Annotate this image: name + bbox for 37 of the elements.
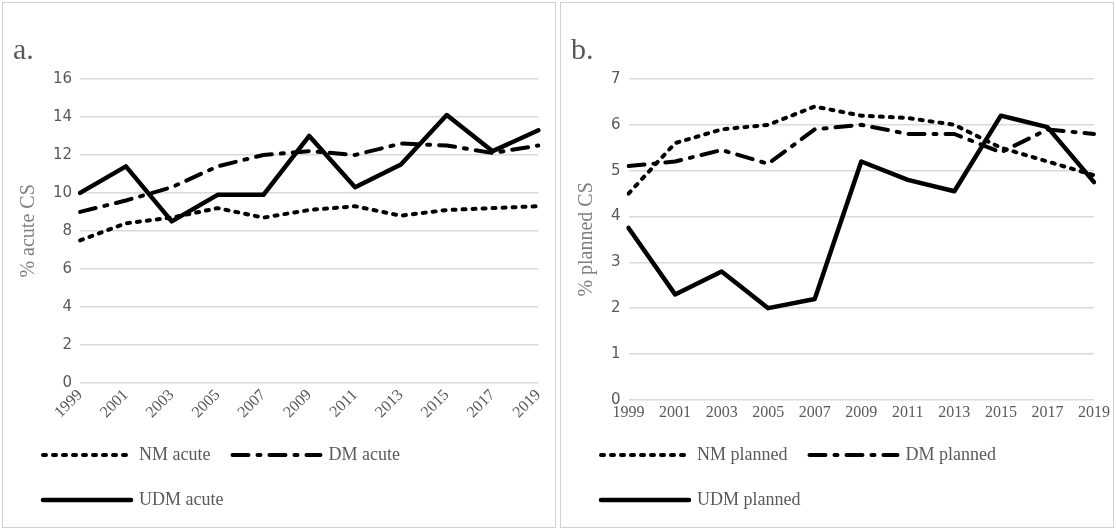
y-axis-title: % acute CS	[16, 184, 39, 278]
y-tick-label: 2	[611, 298, 621, 317]
y-axis-title: % planned CS	[574, 182, 598, 297]
y-tick-label: 0	[62, 372, 73, 391]
legend-label: DM acute	[328, 443, 400, 464]
y-tick-label: 3	[611, 252, 621, 271]
x-tick-label: 2017	[1031, 402, 1064, 420]
y-tick-label: 6	[611, 114, 621, 133]
legend-label: UDM planned	[697, 488, 801, 509]
y-tick-label: 1	[611, 343, 621, 362]
x-tick-label: 2001	[659, 402, 692, 420]
y-tick-label: 14	[52, 106, 73, 125]
legend-label: NM acute	[139, 443, 211, 464]
y-tick-label: 16	[52, 68, 73, 87]
y-tick-label: 8	[62, 220, 73, 239]
y-tick-label: 12	[52, 144, 73, 163]
x-tick-label: 2009	[845, 402, 878, 420]
y-tick-label: 6	[62, 258, 73, 277]
x-tick-label: 2011	[892, 402, 924, 420]
x-tick-label: 2013	[938, 402, 971, 420]
chart-title: b.	[571, 31, 594, 65]
y-tick-label: 4	[62, 296, 73, 315]
x-tick-label: 2005	[752, 402, 785, 420]
x-tick-label: 2015	[984, 402, 1017, 420]
x-tick-label: 2003	[705, 402, 738, 420]
chart-title: a.	[13, 31, 34, 65]
y-tick-label: 2	[62, 334, 73, 353]
y-tick-label: 10	[52, 182, 73, 201]
legend-label: DM planned	[905, 443, 996, 464]
legend-label: UDM acute	[139, 488, 224, 509]
x-tick-label: 2007	[798, 402, 831, 420]
x-tick-label: 2019	[1078, 402, 1110, 420]
y-tick-label: 7	[611, 68, 621, 87]
y-tick-label: 4	[611, 206, 621, 225]
y-tick-label: 5	[611, 160, 621, 179]
legend-label: NM planned	[697, 443, 788, 464]
x-tick-label: 2011	[325, 385, 361, 420]
